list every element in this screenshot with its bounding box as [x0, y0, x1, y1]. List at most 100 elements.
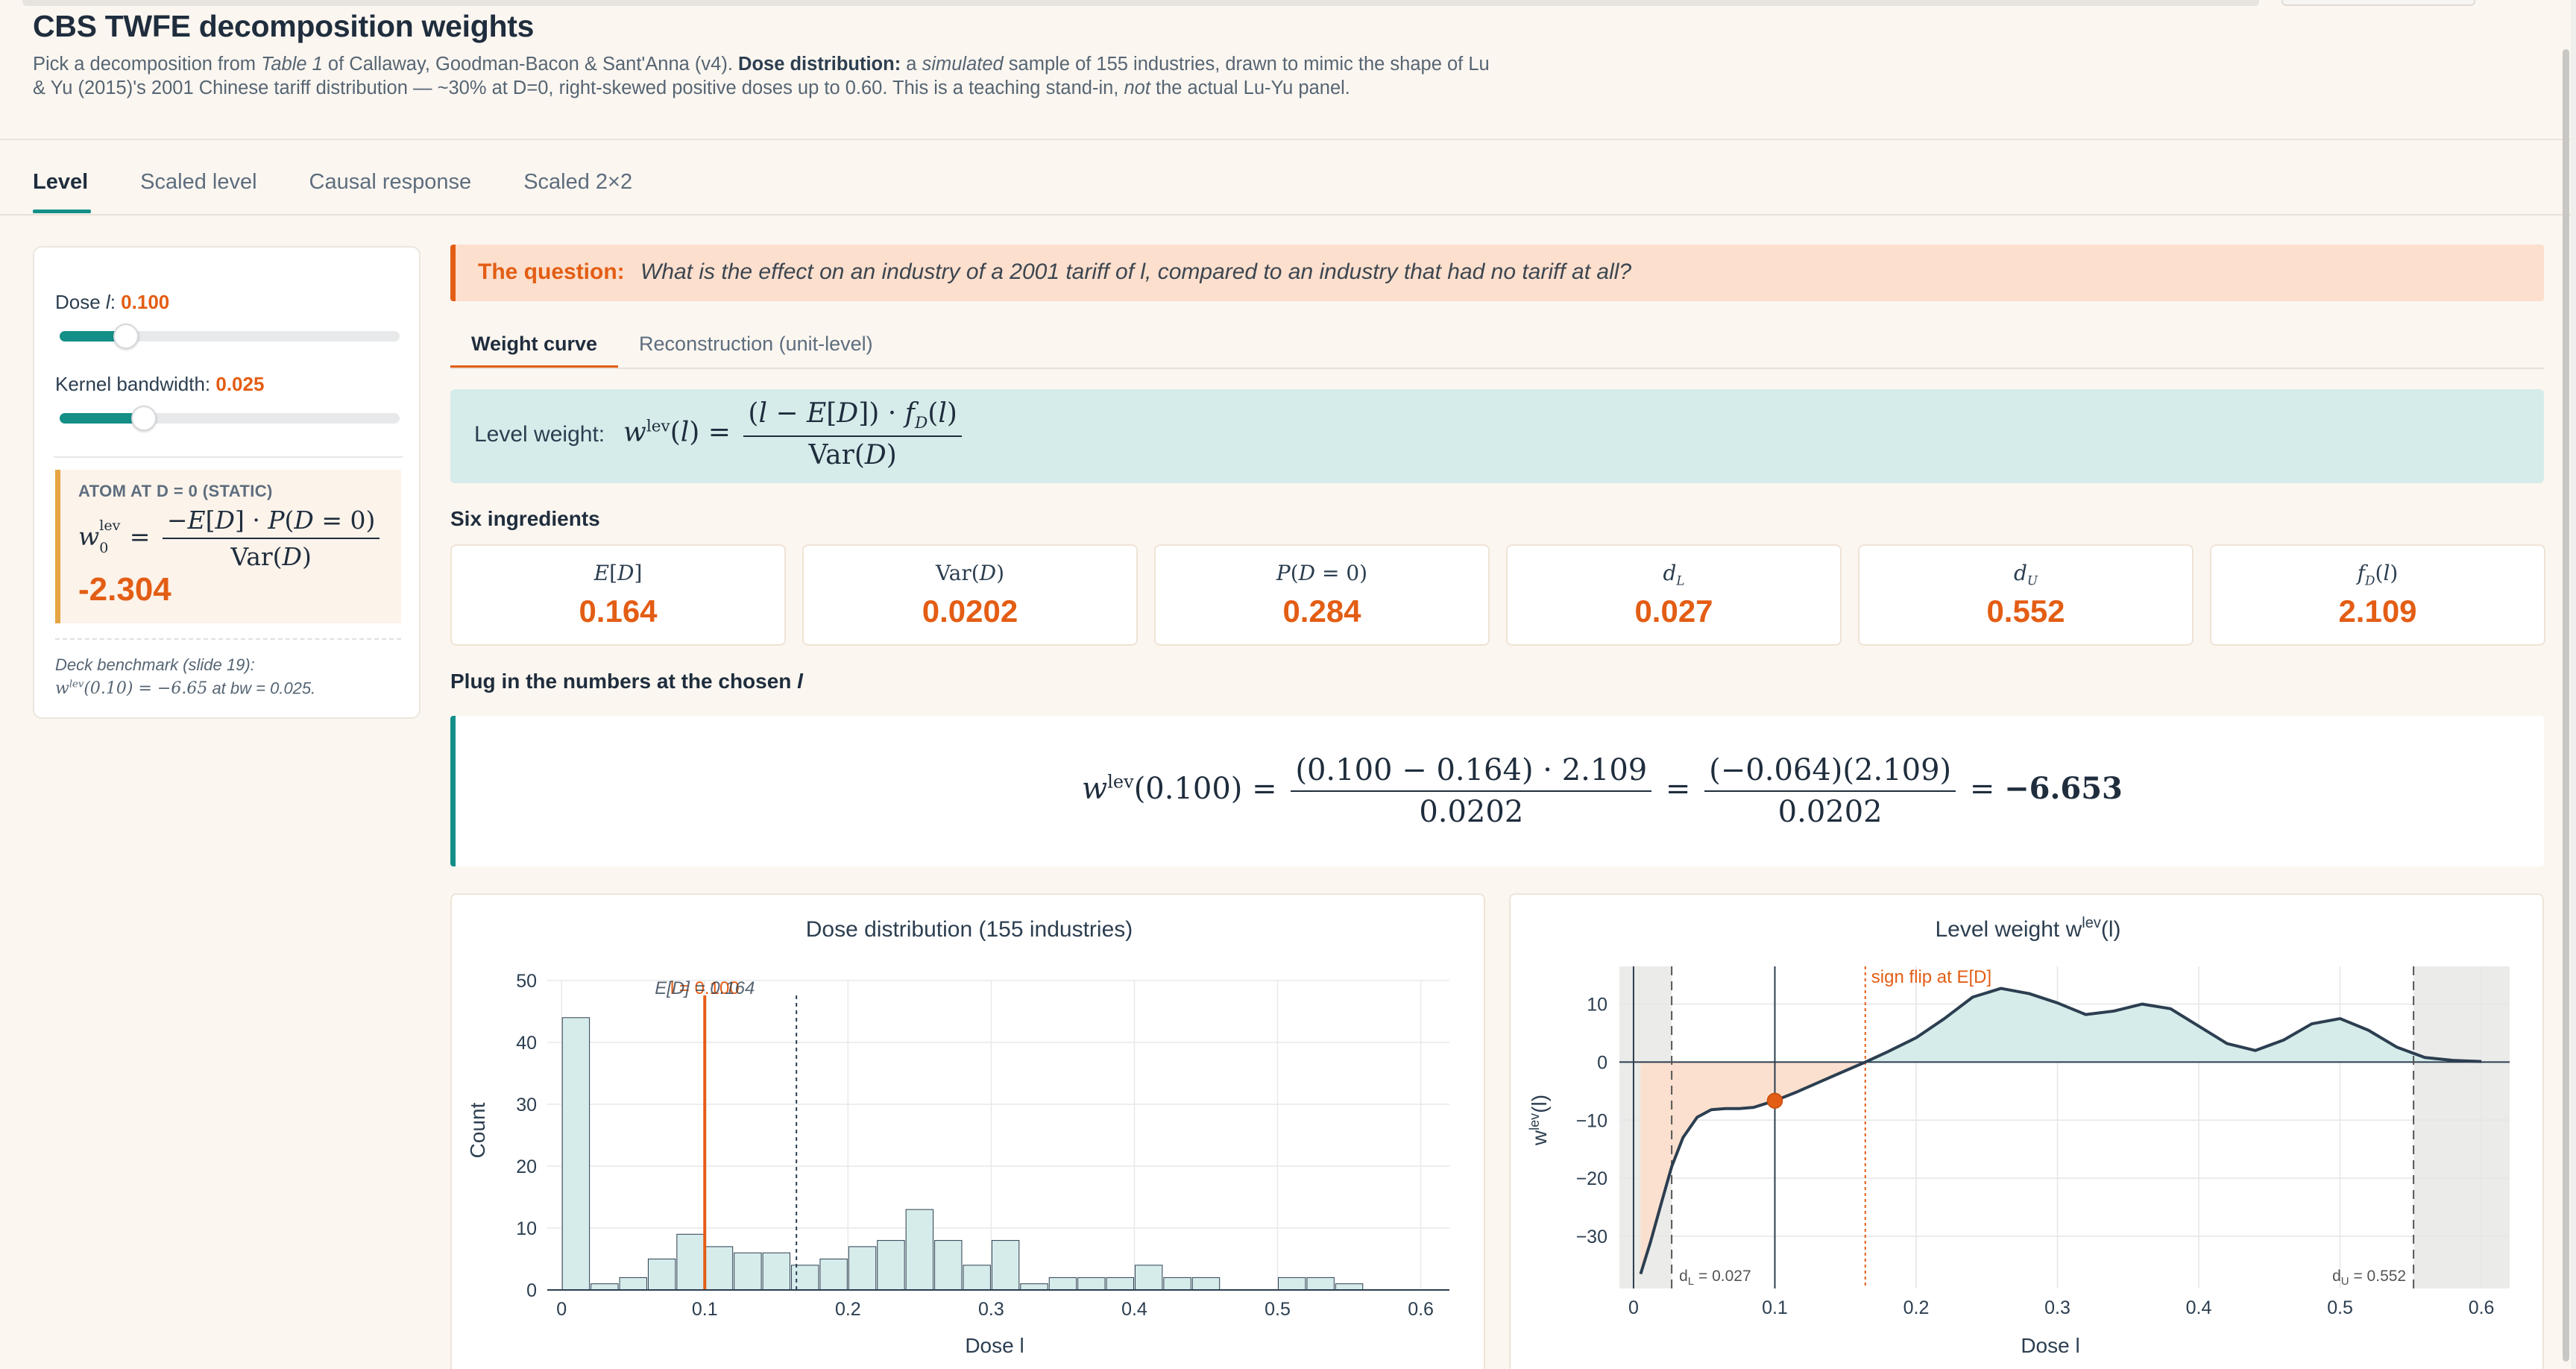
histogram-bar [705, 1246, 734, 1291]
d-upper-annotation: dU = 0.552 [2332, 1268, 2406, 1288]
histogram-bar [1077, 1277, 1106, 1291]
histogram-x-tick-label: 0.5 [1265, 1299, 1291, 1320]
subtabs-divider [450, 368, 2544, 369]
histogram-x-tick-label: 0 [556, 1299, 567, 1320]
weight-y-tick-label: −10 [1576, 1110, 1607, 1131]
ingredient-card-mean: E[D] 0.164 [450, 544, 786, 646]
weight-y-tick-label: −20 [1576, 1168, 1607, 1189]
plug-in-equation: wlev(0.100) = (0.100 − 0.164) · 2.109 0.0… [1082, 753, 2123, 829]
ingredient-card-p-zero: P(D = 0) 0.284 [1154, 544, 1490, 646]
histogram-bar [1048, 1277, 1077, 1291]
histogram-bar [819, 1259, 848, 1291]
question-text: What is the effect on an industry of a 2… [640, 259, 1632, 284]
sidebar-divider [54, 456, 403, 458]
question-banner: The question: What is the effect on an i… [450, 245, 2544, 301]
plug-in-title: Plug in the numbers at the chosen l [450, 670, 803, 693]
histogram-bar [619, 1277, 647, 1291]
histogram-bar [1335, 1283, 1364, 1291]
weight-x-tick-label: 0 [1628, 1297, 1639, 1318]
ingredient-label: dU [2013, 561, 2038, 588]
view-subtabs: Weight curve Reconstruction (unit-level) [450, 325, 894, 368]
histogram-bar [877, 1240, 905, 1291]
histogram-y-tick-label: 0 [526, 1280, 537, 1301]
ingredient-value: 0.027 [1634, 594, 1713, 629]
atom-value: -2.304 [78, 571, 171, 608]
browser-top-edge [22, 0, 2259, 6]
bandwidth-slider[interactable] [60, 406, 400, 431]
histogram-bar [561, 1017, 591, 1291]
histogram-y-tick-label: 10 [516, 1218, 537, 1239]
ingredient-label: E[D] [593, 561, 643, 585]
histogram-bar [934, 1240, 963, 1291]
histogram-y-tick-label: 50 [516, 971, 537, 992]
histogram-bar [905, 1209, 934, 1291]
level-weight-formula-box: Level weight: wlev(l) = (l − E[D]) · fD(… [450, 389, 2544, 483]
level-weight-label: Level weight: [474, 422, 605, 447]
weight-y-tick-label: 0 [1597, 1052, 1607, 1073]
dose-histogram-chart: Dose distribution (155 industries) l = 0… [466, 917, 1449, 1357]
mean-annotation: E[D] = 0.164 [655, 978, 755, 998]
weight-chart-y-label: wlev(l) [1527, 1095, 1551, 1146]
histogram-bar [1191, 1277, 1221, 1291]
weight-curve-panel: Level weight wlev(l) sign flip at E[D] dL… [1509, 893, 2544, 1369]
ingredient-card-variance: Var(D) 0.0202 [802, 544, 1138, 646]
dose-slider[interactable] [60, 324, 400, 349]
ingredient-value: 0.552 [1986, 594, 2065, 629]
page-description: Pick a decomposition from Table 1 of Cal… [33, 54, 1490, 98]
histogram-bar [1163, 1277, 1191, 1291]
atom-callout: ATOM AT D = 0 (STATIC) w lev 0 = −E[D] · P… [55, 470, 401, 623]
deck-benchmark-note: Deck benchmark (slide 19): wlev(0.10) = −… [55, 655, 316, 699]
histogram-y-tick-label: 20 [516, 1156, 537, 1177]
histogram-y-tick-label: 40 [516, 1033, 537, 1054]
histogram-bar [676, 1233, 705, 1291]
histogram-bar [991, 1240, 1020, 1291]
sidebar-dashed-divider [55, 638, 401, 640]
tab-level[interactable]: Level [33, 160, 92, 213]
histogram-x-tick-label: 0.3 [978, 1299, 1004, 1320]
atom-formula: w lev 0 = −E[D] · P(D = 0) Var(D) [78, 506, 384, 571]
weight-x-tick-label: 0.3 [2044, 1297, 2070, 1318]
tab-scaled-level[interactable]: Scaled level [140, 170, 257, 194]
header-divider [0, 139, 2571, 140]
controls-sidebar: Dose l: 0.100 Kernel bandwidth: 0.025 AT… [33, 246, 421, 719]
ingredient-card-d-upper: dU 0.552 [1858, 544, 2194, 646]
histogram-bar [1106, 1277, 1134, 1291]
histogram-x-tick-label: 0.4 [1121, 1299, 1147, 1320]
decomposition-tabs: Level Scaled level Causal response Scale… [33, 160, 684, 213]
tab-scaled-2x2[interactable]: Scaled 2×2 [523, 170, 633, 194]
weight-x-tick-label: 0.2 [1903, 1297, 1930, 1318]
ingredients-title: Six ingredients [450, 507, 600, 530]
weight-x-tick-label: 0.4 [2186, 1297, 2212, 1318]
histogram-bar [848, 1246, 877, 1291]
upper-trim-band [2413, 966, 2510, 1288]
histogram-x-tick-label: 0.1 [692, 1299, 718, 1320]
bandwidth-slider-handle[interactable] [131, 406, 157, 431]
atom-header: ATOM AT D = 0 (STATIC) [78, 482, 273, 500]
ingredient-label: dL [1663, 561, 1685, 588]
histogram-title: Dose distribution (155 industries) [806, 917, 1133, 942]
weight-y-tick-label: −30 [1576, 1227, 1607, 1247]
histogram-bar [734, 1252, 762, 1291]
histogram-bar [1020, 1283, 1048, 1291]
page-scrollbar[interactable] [2563, 49, 2569, 1362]
histogram-bar [762, 1252, 791, 1291]
dose-label: Dose l: 0.100 [55, 291, 170, 313]
weight-x-tick-label: 0.5 [2327, 1297, 2353, 1318]
browser-top-control [2281, 0, 2475, 6]
selected-dose-annotation: l = 0.100 [670, 978, 740, 998]
weight-curve-chart: Level weight wlev(l) sign flip at E[D] dL… [1527, 915, 2510, 1357]
ingredient-value: 0.0202 [922, 594, 1018, 629]
tab-causal-response[interactable]: Causal response [309, 170, 472, 194]
selected-weight-point [1766, 1092, 1783, 1109]
dose-slider-handle[interactable] [113, 324, 139, 349]
positive-weight-area [1865, 988, 2482, 1063]
histogram-x-tick-label: 0.2 [835, 1299, 861, 1320]
bandwidth-slider-fill [60, 413, 143, 424]
d-lower-annotation: dL = 0.027 [1679, 1268, 1751, 1288]
plug-in-equation-box: wlev(0.100) = (0.100 − 0.164) · 2.109 0.0… [450, 716, 2544, 866]
subtab-weight-curve[interactable]: Weight curve [450, 325, 619, 368]
subtab-reconstruction[interactable]: Reconstruction (unit-level) [639, 333, 873, 355]
ingredient-value: 0.164 [579, 594, 658, 629]
histogram-bar [1278, 1277, 1306, 1291]
